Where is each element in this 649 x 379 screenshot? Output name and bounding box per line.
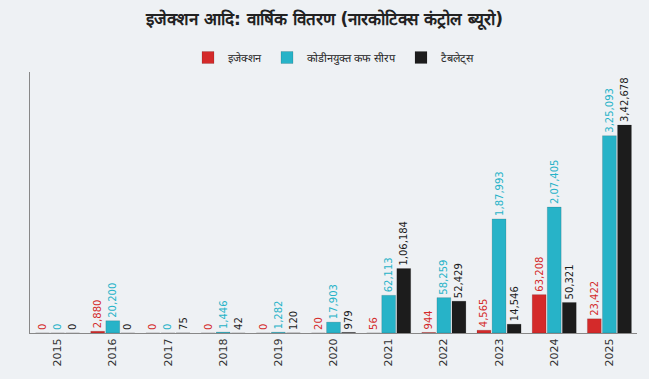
svg-text:टैबलेट्स: टैबलेट्स	[441, 52, 474, 65]
svg-text:2019: 2019	[272, 338, 285, 366]
svg-text:2,07,405: 2,07,405	[549, 160, 560, 205]
svg-text:0: 0	[37, 324, 48, 330]
svg-text:2021: 2021	[382, 338, 395, 366]
svg-text:2018: 2018	[217, 338, 230, 366]
svg-text:2015: 2015	[51, 338, 64, 366]
svg-text:0: 0	[203, 324, 214, 330]
svg-text:3,25,093: 3,25,093	[604, 88, 615, 133]
svg-text:0: 0	[52, 324, 63, 330]
svg-text:52,429: 52,429	[453, 263, 464, 298]
svg-text:0: 0	[122, 324, 133, 330]
svg-text:0: 0	[67, 324, 78, 330]
svg-text:979: 979	[343, 310, 354, 329]
svg-text:2016: 2016	[106, 338, 119, 366]
svg-text:इजेक्शन: इजेक्शन	[228, 52, 262, 65]
svg-text:2,880: 2,880	[92, 300, 103, 329]
svg-text:120: 120	[288, 311, 299, 330]
svg-text:0: 0	[147, 324, 158, 330]
svg-text:2023: 2023	[493, 338, 506, 366]
svg-text:63,208: 63,208	[534, 257, 545, 292]
svg-text:56: 56	[368, 317, 379, 330]
svg-text:कोडीनयुक्त कफ सीरप: कोडीनयुक्त कफ सीरप	[307, 52, 396, 65]
svg-text:75: 75	[178, 317, 189, 330]
svg-text:20,200: 20,200	[107, 283, 118, 318]
svg-text:4,565: 4,565	[478, 299, 489, 328]
svg-text:2022: 2022	[437, 338, 450, 366]
svg-text:62,113: 62,113	[383, 257, 394, 292]
svg-text:1,06,184: 1,06,184	[398, 221, 409, 266]
svg-text:50,321: 50,321	[564, 264, 575, 299]
svg-text:0: 0	[162, 324, 173, 330]
svg-text:1,282: 1,282	[273, 301, 284, 330]
svg-text:58,259: 58,259	[438, 260, 449, 295]
svg-text:1,446: 1,446	[218, 300, 229, 329]
svg-text:0: 0	[258, 324, 269, 330]
svg-text:944: 944	[423, 310, 434, 329]
svg-text:23,422: 23,422	[589, 281, 600, 316]
svg-text:2020: 2020	[327, 338, 340, 366]
svg-text:2024: 2024	[548, 338, 561, 366]
svg-text:42: 42	[233, 317, 244, 330]
svg-text:20: 20	[313, 317, 324, 330]
svg-text:1,87,993: 1,87,993	[494, 171, 505, 216]
svg-text:इजेक्शन आदि: वार्षिक वितरण (ना: इजेक्शन आदि: वार्षिक वितरण (नारकोटिक्स क…	[145, 9, 503, 31]
svg-text:2025: 2025	[603, 338, 616, 366]
svg-text:17,903: 17,903	[328, 284, 339, 319]
svg-text:2017: 2017	[162, 338, 175, 366]
svg-text:14,546: 14,546	[509, 286, 520, 321]
svg-text:3,42,678: 3,42,678	[619, 77, 630, 122]
